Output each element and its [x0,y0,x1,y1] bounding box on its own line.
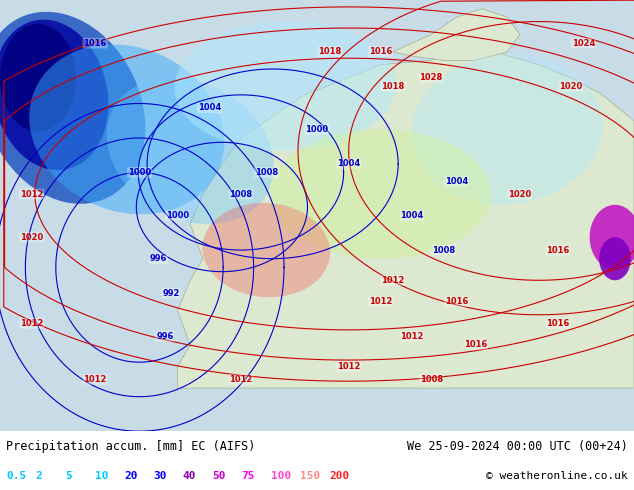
Ellipse shape [590,205,634,270]
Text: 50: 50 [212,471,226,481]
Text: 1016: 1016 [547,319,569,328]
Text: 1012: 1012 [369,297,392,306]
Ellipse shape [599,237,631,280]
Text: 1016: 1016 [369,47,392,56]
Text: Precipitation accum. [mm] EC (AIFS): Precipitation accum. [mm] EC (AIFS) [6,440,256,453]
Polygon shape [178,52,634,388]
Text: 1008: 1008 [255,168,278,177]
Text: 1016: 1016 [464,341,487,349]
Text: 1008: 1008 [230,190,252,198]
Ellipse shape [269,129,491,259]
Text: 1012: 1012 [230,375,252,384]
Text: 1016: 1016 [84,39,107,48]
Text: 1012: 1012 [337,362,360,371]
Text: 1012: 1012 [382,276,404,285]
Text: 1012: 1012 [84,375,107,384]
Text: 1004: 1004 [401,211,424,220]
Text: 1020: 1020 [20,233,43,242]
Ellipse shape [29,45,224,214]
Text: 1020: 1020 [559,82,582,91]
Text: 40: 40 [183,471,196,481]
Text: 996: 996 [156,332,174,341]
Text: 0.5: 0.5 [6,471,27,481]
Text: 1004: 1004 [198,103,221,112]
Text: 20: 20 [124,471,138,481]
Text: 1012: 1012 [20,319,43,328]
Text: 1004: 1004 [337,159,360,169]
Ellipse shape [411,54,603,204]
Text: 1016: 1016 [547,245,569,255]
Text: 1016: 1016 [445,297,468,306]
Text: 2: 2 [36,471,42,481]
Text: 10: 10 [94,471,108,481]
Text: 1008: 1008 [420,375,443,384]
Text: 1028: 1028 [420,73,443,82]
Ellipse shape [0,24,76,131]
Text: © weatheronline.co.uk: © weatheronline.co.uk [486,471,628,481]
Text: 1000: 1000 [306,125,328,134]
Text: 30: 30 [153,471,167,481]
Text: 75: 75 [242,471,255,481]
Ellipse shape [0,20,108,170]
Ellipse shape [174,22,396,151]
Ellipse shape [107,77,274,224]
Text: 1012: 1012 [401,332,424,341]
Text: 5: 5 [65,471,72,481]
Text: 992: 992 [162,289,180,298]
Ellipse shape [0,12,145,204]
Polygon shape [393,9,520,60]
Ellipse shape [202,203,330,297]
Text: 150: 150 [301,471,321,481]
Text: 100: 100 [271,471,291,481]
Text: 1018: 1018 [382,82,404,91]
Text: We 25-09-2024 00:00 UTC (00+24): We 25-09-2024 00:00 UTC (00+24) [407,440,628,453]
Text: 1024: 1024 [572,39,595,48]
Text: 996: 996 [150,254,167,263]
Text: 1018: 1018 [318,47,341,56]
Text: 1000: 1000 [166,211,189,220]
Text: 1008: 1008 [432,245,455,255]
Text: 1004: 1004 [445,176,468,186]
Text: 1012: 1012 [20,190,43,198]
Text: 200: 200 [330,471,350,481]
Text: 1000: 1000 [128,168,151,177]
Text: 1020: 1020 [508,190,531,198]
